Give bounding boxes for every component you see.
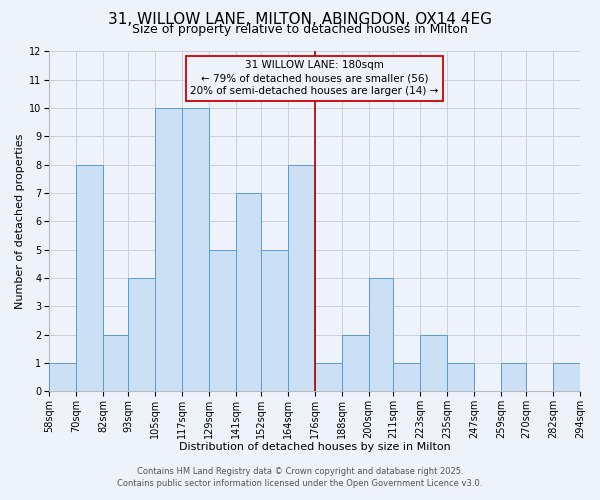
Bar	[49, 363, 76, 392]
X-axis label: Distribution of detached houses by size in Milton: Distribution of detached houses by size …	[179, 442, 451, 452]
Bar	[287, 165, 314, 392]
Bar	[421, 334, 447, 392]
Bar	[368, 278, 394, 392]
Bar	[128, 278, 155, 392]
Bar	[553, 363, 580, 392]
Text: 31, WILLOW LANE, MILTON, ABINGDON, OX14 4EG: 31, WILLOW LANE, MILTON, ABINGDON, OX14 …	[108, 12, 492, 28]
Y-axis label: Number of detached properties: Number of detached properties	[15, 134, 25, 309]
Bar	[209, 250, 236, 392]
Bar	[314, 363, 341, 392]
Bar	[501, 363, 526, 392]
Bar	[341, 334, 368, 392]
Bar	[394, 363, 421, 392]
Bar	[447, 363, 474, 392]
Bar	[103, 334, 128, 392]
Text: Size of property relative to detached houses in Milton: Size of property relative to detached ho…	[132, 22, 468, 36]
Bar	[236, 193, 260, 392]
Text: 31 WILLOW LANE: 180sqm
← 79% of detached houses are smaller (56)
20% of semi-det: 31 WILLOW LANE: 180sqm ← 79% of detached…	[190, 60, 439, 96]
Bar	[155, 108, 182, 392]
Text: Contains HM Land Registry data © Crown copyright and database right 2025.
Contai: Contains HM Land Registry data © Crown c…	[118, 466, 482, 487]
Bar	[76, 165, 103, 392]
Bar	[260, 250, 287, 392]
Bar	[182, 108, 209, 392]
